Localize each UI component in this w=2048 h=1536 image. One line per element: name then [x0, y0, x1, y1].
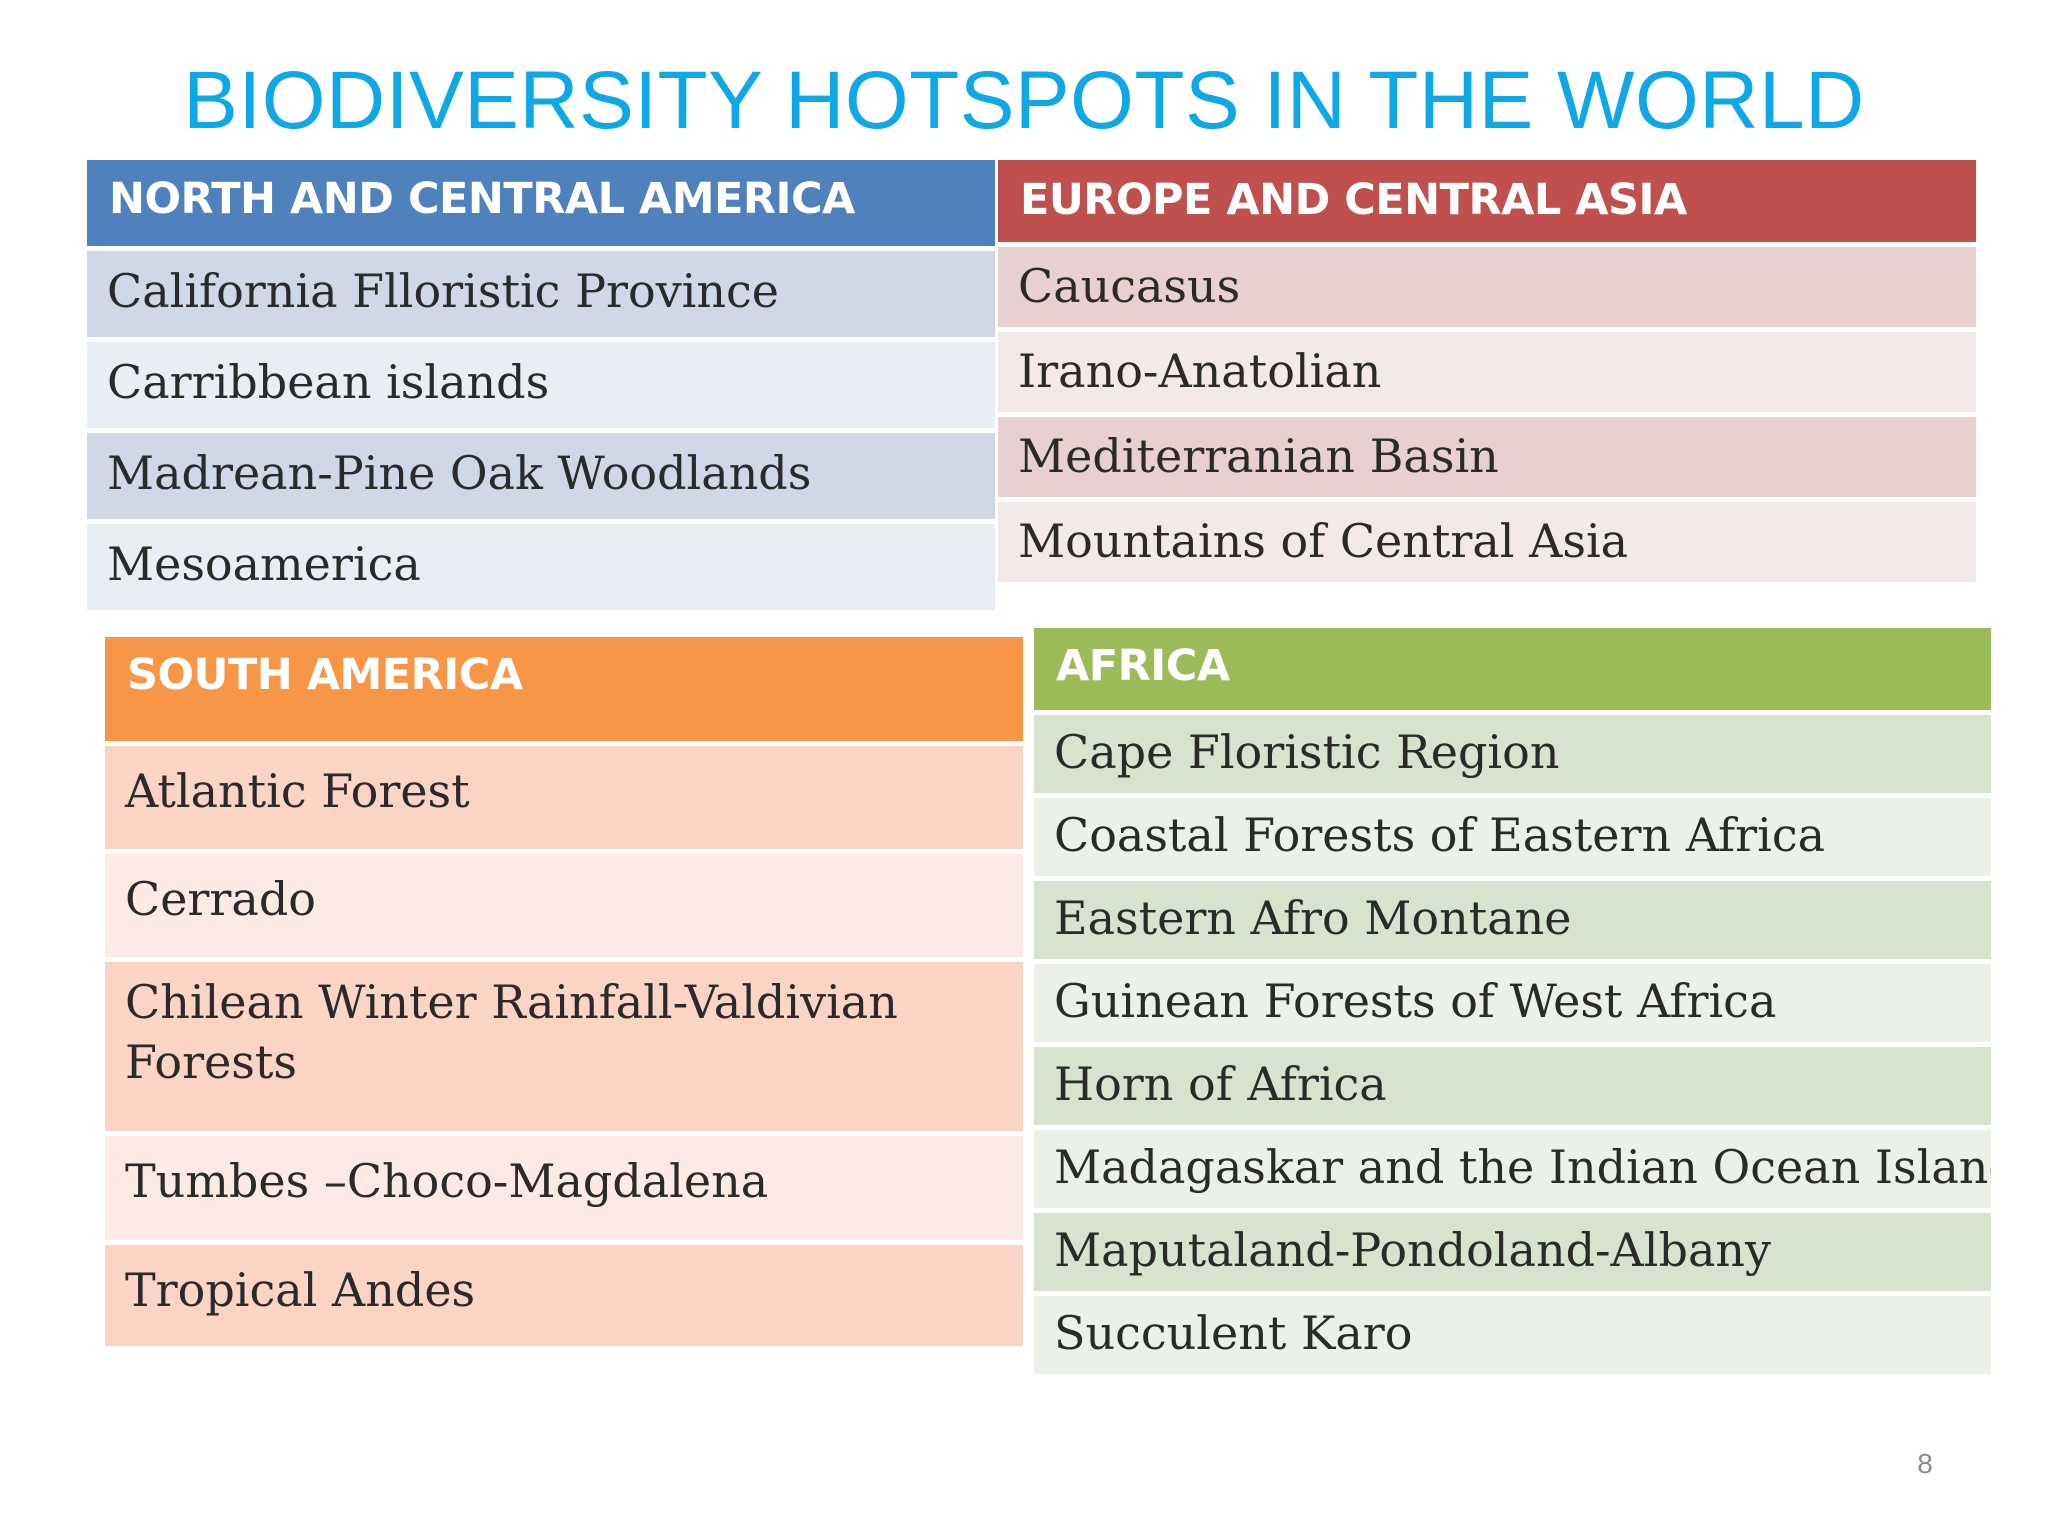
hotspot-row: Maputaland-Pondoland-Albany [1034, 1208, 1991, 1291]
africa-table: AFRICA Cape Floristic Region Coastal For… [1034, 628, 1991, 1374]
hotspot-row: Madrean-Pine Oak Woodlands [87, 428, 995, 519]
hotspot-row: Horn of Africa [1034, 1042, 1991, 1125]
hotspot-row: Guinean Forests of West Africa [1034, 959, 1991, 1042]
hotspot-row: California Flloristic Province [87, 246, 995, 337]
south-america-header: SOUTH AMERICA [105, 637, 1023, 741]
hotspot-row: Tumbes –Choco-Magdalena [105, 1131, 1023, 1240]
page-number: 8 [1917, 1448, 1933, 1479]
hotspot-row: Tropical Andes [105, 1240, 1023, 1346]
hotspot-row: Irano-Anatolian [998, 327, 1976, 412]
africa-header: AFRICA [1034, 628, 1991, 710]
europe-central-asia-table: EUROPE AND CENTRAL ASIA Caucasus Irano-A… [998, 160, 1976, 582]
hotspot-row: Succulent Karo [1034, 1291, 1991, 1374]
hotspot-row: Atlantic Forest [105, 741, 1023, 849]
hotspot-row: Cape Floristic Region [1034, 710, 1991, 793]
europe-central-asia-header: EUROPE AND CENTRAL ASIA [998, 160, 1976, 242]
hotspot-row: Chilean Winter Rainfall-Valdivian Forest… [105, 957, 1023, 1131]
north-central-america-table: NORTH AND CENTRAL AMERICA California Fll… [87, 160, 995, 610]
north-central-america-header: NORTH AND CENTRAL AMERICA [87, 160, 995, 246]
hotspot-row: Caucasus [998, 242, 1976, 327]
hotspot-row: Mediterranian Basin [998, 412, 1976, 497]
hotspot-row: Eastern Afro Montane [1034, 876, 1991, 959]
hotspot-row: Mountains of Central Asia [998, 497, 1976, 582]
hotspot-row: Mesoamerica [87, 519, 995, 610]
hotspot-row: Cerrado [105, 849, 1023, 957]
slide-title: BIODIVERSITY HOTSPOTS IN THE WORLD [183, 55, 1865, 146]
hotspot-row: Madagaskar and the Indian Ocean Islands [1034, 1125, 1991, 1208]
hotspot-row: Carribbean islands [87, 337, 995, 428]
south-america-table: SOUTH AMERICA Atlantic Forest Cerrado Ch… [105, 637, 1023, 1346]
hotspot-row: Coastal Forests of Eastern Africa [1034, 793, 1991, 876]
